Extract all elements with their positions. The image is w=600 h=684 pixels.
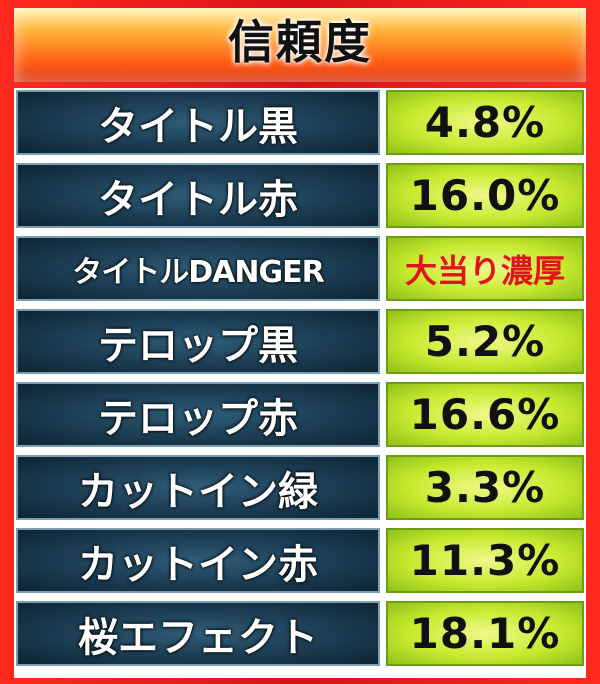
row-label: カットイン赤 <box>78 541 318 588</box>
row-value-cell: 大当り濃厚 <box>386 236 584 301</box>
row-label-cell: カットイン赤 <box>16 528 380 593</box>
row-label-cell: タイトル黒 <box>16 90 380 155</box>
row-value-special: 大当り濃厚 <box>404 251 565 290</box>
table-row: カットイン赤 11.3% <box>14 526 586 595</box>
row-value-cell: 5.2% <box>386 309 584 374</box>
header-banner: 信頼度 <box>14 8 586 82</box>
row-label-cell: タイトル赤 <box>16 163 380 228</box>
row-label-cell: タイトルDANGER <box>16 236 380 301</box>
row-value: 5.2% <box>424 317 546 366</box>
row-label-cell: 桜エフェクト <box>16 601 380 666</box>
row-value-cell: 4.8% <box>386 90 584 155</box>
row-label: 桜エフェクト <box>78 614 318 661</box>
row-value-cell: 18.1% <box>386 601 584 666</box>
row-value-cell: 16.6% <box>386 382 584 447</box>
row-value: 11.3% <box>409 536 561 585</box>
row-label: テロップ黒 <box>98 322 298 369</box>
row-label: カットイン緑 <box>78 468 318 515</box>
table-row: タイトル赤 16.0% <box>14 161 586 230</box>
row-value: 16.6% <box>409 390 561 439</box>
row-value: 3.3% <box>424 463 546 512</box>
row-label-cell: テロップ黒 <box>16 309 380 374</box>
row-label-cell: カットイン緑 <box>16 455 380 520</box>
table-row: テロップ黒 5.2% <box>14 307 586 376</box>
row-value-cell: 11.3% <box>386 528 584 593</box>
table-row: 桜エフェクト 18.1% <box>14 599 586 668</box>
table-row: タイトル黒 4.8% <box>14 88 586 157</box>
row-label: タイトル赤 <box>98 176 298 223</box>
table-row: テロップ赤 16.6% <box>14 380 586 449</box>
row-label: テロップ赤 <box>98 395 298 442</box>
row-value-cell: 3.3% <box>386 455 584 520</box>
row-value: 4.8% <box>424 98 546 147</box>
row-label: タイトルDANGER <box>72 254 324 290</box>
reliability-table: タイトル黒 4.8% タイトル赤 16.0% タイトルDANGER 大当り濃厚 <box>14 88 586 678</box>
row-value: 16.0% <box>409 171 561 220</box>
table-row: タイトルDANGER 大当り濃厚 <box>14 234 586 303</box>
row-value: 18.1% <box>409 609 561 658</box>
page-title: 信頼度 <box>228 15 372 69</box>
row-label: タイトル黒 <box>98 103 298 150</box>
row-value-cell: 16.0% <box>386 163 584 228</box>
row-label-cell: テロップ赤 <box>16 382 380 447</box>
table-row: カットイン緑 3.3% <box>14 453 586 522</box>
